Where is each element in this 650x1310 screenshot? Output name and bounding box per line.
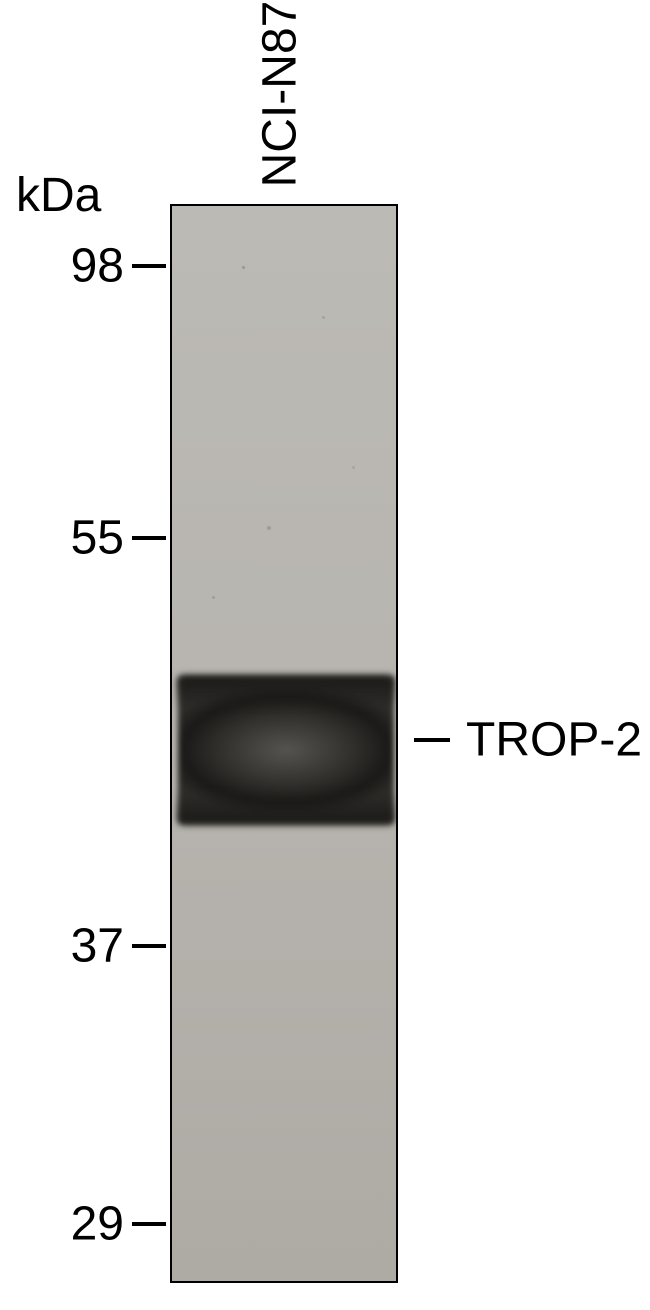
band-tick (414, 738, 450, 742)
noise-dot (212, 596, 215, 599)
band-label: TROP-2 (466, 713, 642, 768)
noise-dot (267, 526, 271, 530)
noise-dot (352, 466, 355, 469)
marker-tick-29 (132, 1222, 166, 1226)
noise-dot (242, 266, 245, 269)
marker-tick-55 (132, 536, 166, 540)
marker-tick-37 (132, 944, 166, 948)
marker-label-98: 98 (71, 239, 124, 294)
marker-label-55: 55 (71, 511, 124, 566)
marker-label-37: 37 (71, 919, 124, 974)
marker-tick-98 (132, 264, 166, 268)
band-edge-overlay (178, 676, 394, 824)
blot-lane (170, 204, 398, 1283)
marker-label-29: 29 (71, 1197, 124, 1252)
noise-dot (322, 316, 325, 319)
lane-label: NCI-N87 (253, 1, 308, 188)
western-blot-figure: kDa NCI-N87 TROP-2 98 55 37 29 (0, 0, 650, 1310)
kda-unit-label: kDa (16, 168, 101, 223)
